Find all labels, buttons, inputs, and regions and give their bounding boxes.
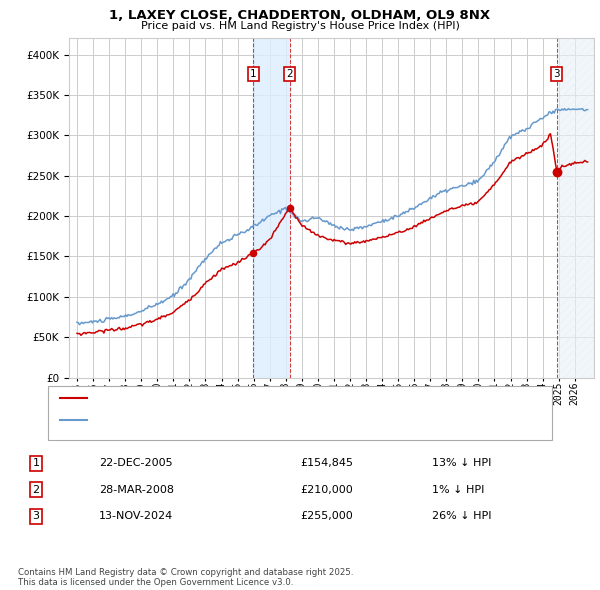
- Text: 1, LAXEY CLOSE, CHADDERTON, OLDHAM, OL9 8NX: 1, LAXEY CLOSE, CHADDERTON, OLDHAM, OL9 …: [109, 9, 491, 22]
- Point: [285, 203, 295, 213]
- Text: Contains HM Land Registry data © Crown copyright and database right 2025.
This d: Contains HM Land Registry data © Crown c…: [18, 568, 353, 587]
- Text: 26% ↓ HPI: 26% ↓ HPI: [432, 512, 491, 521]
- Point: [552, 167, 562, 176]
- Text: 22-DEC-2005: 22-DEC-2005: [99, 458, 173, 468]
- Text: HPI: Average price, detached house, Oldham: HPI: Average price, detached house, Oldh…: [93, 415, 312, 425]
- Text: £255,000: £255,000: [300, 512, 353, 521]
- Text: £154,845: £154,845: [300, 458, 353, 468]
- Text: 1% ↓ HPI: 1% ↓ HPI: [432, 485, 484, 494]
- Text: 1, LAXEY CLOSE, CHADDERTON, OLDHAM, OL9 8NX (detached house): 1, LAXEY CLOSE, CHADDERTON, OLDHAM, OL9 …: [93, 394, 434, 403]
- Text: 13% ↓ HPI: 13% ↓ HPI: [432, 458, 491, 468]
- Text: £210,000: £210,000: [300, 485, 353, 494]
- Text: 2: 2: [32, 485, 40, 494]
- Text: 1: 1: [250, 69, 256, 79]
- Text: 2: 2: [286, 69, 293, 79]
- Text: 13-NOV-2024: 13-NOV-2024: [99, 512, 173, 521]
- Text: 28-MAR-2008: 28-MAR-2008: [99, 485, 174, 494]
- Bar: [557, 38, 594, 378]
- Text: 3: 3: [553, 69, 560, 79]
- Text: Price paid vs. HM Land Registry's House Price Index (HPI): Price paid vs. HM Land Registry's House …: [140, 21, 460, 31]
- Text: 3: 3: [32, 512, 40, 521]
- Point: [248, 248, 258, 257]
- Text: 1: 1: [32, 458, 40, 468]
- Bar: [253, 38, 290, 378]
